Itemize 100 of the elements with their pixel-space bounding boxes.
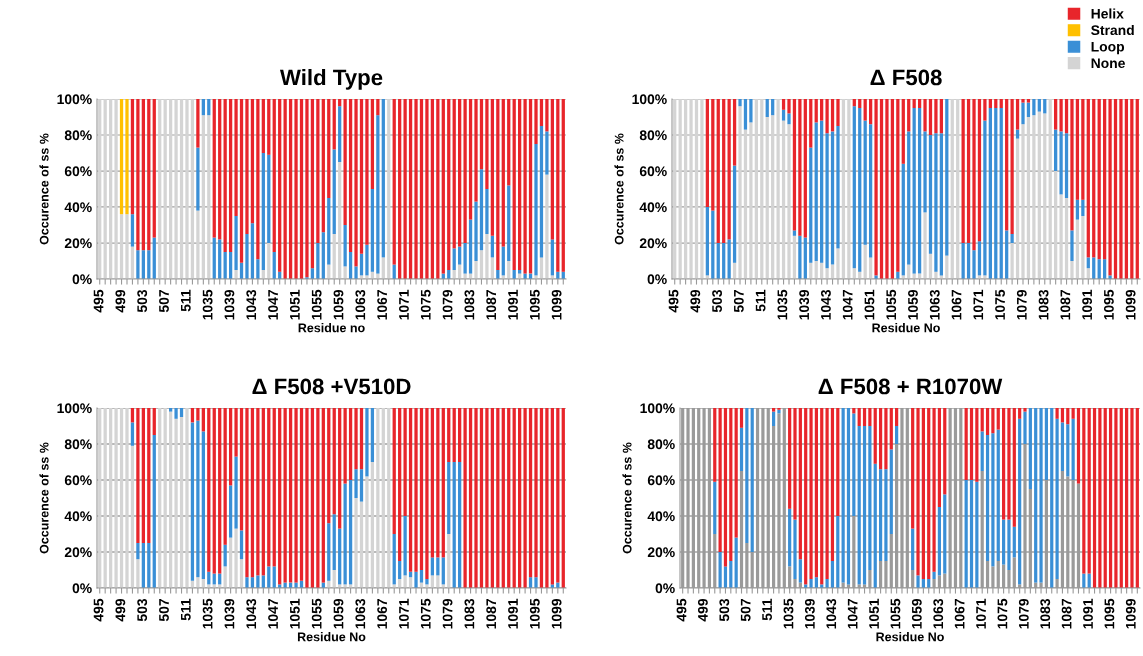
x-tick-label: 1083 (1038, 289, 1049, 320)
y-tick-label: 40% (639, 202, 667, 213)
x-tick-label: 1063 (355, 598, 366, 629)
y-tick-label: 100% (632, 94, 667, 105)
y-axis-title: Occurence of ss % (622, 442, 632, 554)
x-tick-label: 1083 (464, 598, 475, 629)
x-tick-label: 1087 (1060, 290, 1071, 320)
y-tick-label: 80% (647, 439, 675, 450)
y-tick-label: 20% (639, 238, 667, 249)
y-tick-label: 60% (639, 166, 667, 177)
y-tick-label: 20% (64, 238, 92, 249)
x-tick-label: 1095 (529, 598, 540, 629)
chart-title: Δ F508 +V510D (252, 378, 411, 395)
x-tick-label: 1063 (933, 598, 944, 629)
x-tick-label: 1043 (820, 289, 831, 320)
x-tick-label: 1099 (551, 289, 562, 320)
legend-label: Loop (1091, 41, 1125, 55)
y-tick-label: 20% (64, 547, 92, 558)
y-tick-label: 40% (64, 202, 92, 213)
x-tick-label: 1047 (842, 290, 853, 320)
x-tick-label: 1095 (1104, 598, 1115, 629)
x-tick-label: 495 (93, 598, 104, 622)
x-tick-label: 1039 (224, 598, 235, 629)
x-tick-label: 1063 (929, 289, 940, 320)
x-tick-label: 1035 (202, 289, 213, 320)
x-tick-label: 1067 (377, 290, 388, 320)
x-tick-label: 1059 (333, 289, 344, 320)
x-tick-label: 507 (740, 599, 751, 622)
x-tick-label: 1091 (508, 289, 518, 320)
y-tick-label: 20% (647, 547, 675, 558)
x-tick-label: 511 (181, 289, 191, 312)
x-tick-label: 1095 (529, 289, 540, 320)
x-tick-label: 1099 (1125, 598, 1136, 629)
x-tick-label: 495 (93, 289, 104, 313)
x-tick-label: 499 (690, 289, 701, 313)
x-tick-label: 1055 (886, 289, 897, 320)
y-tick-label: 100% (57, 94, 92, 105)
y-tick-label: 60% (64, 475, 92, 486)
y-tick-label: 80% (64, 439, 92, 450)
x-tick-label: 495 (676, 598, 687, 622)
y-tick-label: 0% (72, 274, 92, 285)
x-tick-label: 1075 (420, 598, 431, 629)
y-tick-label: 80% (64, 130, 92, 141)
x-tick-label: 499 (115, 289, 126, 313)
y-tick-label: 100% (640, 403, 675, 414)
x-tick-label: 1067 (954, 599, 965, 629)
x-tick-label: 1055 (311, 289, 322, 320)
y-tick-label: 80% (639, 130, 667, 141)
x-tick-label: 1067 (377, 599, 388, 629)
x-tick-label: 1043 (826, 598, 837, 629)
x-tick-label: 1083 (1040, 598, 1051, 629)
y-tick-label: 0% (647, 274, 667, 285)
x-tick-label: 1063 (355, 289, 366, 320)
x-tick-label: 1039 (799, 289, 810, 320)
x-tick-label: 1067 (951, 290, 962, 320)
x-tick-label: 1099 (551, 598, 562, 629)
x-tick-label: 1079 (442, 289, 453, 320)
x-tick-label: 1091 (508, 598, 518, 629)
x-tick-label: 1079 (442, 598, 453, 629)
x-tick-label: 1087 (486, 290, 497, 320)
x-tick-label: 1071 (399, 289, 409, 320)
x-tick-label: 1091 (1082, 289, 1093, 320)
x-axis-title: Residue no (298, 323, 365, 333)
x-tick-label: 1035 (202, 598, 213, 629)
x-tick-label: 1075 (997, 598, 1008, 629)
x-tick-label: 503 (137, 289, 148, 313)
y-tick-label: 40% (64, 511, 92, 522)
legend-label: Helix (1091, 8, 1124, 19)
x-tick-label: 1039 (224, 289, 235, 320)
x-tick-label: 1035 (777, 289, 788, 320)
chart-title: Δ F508 + R1070W (818, 378, 1003, 395)
y-tick-label: 0% (72, 583, 92, 594)
x-tick-label: 503 (712, 289, 722, 313)
y-tick-label: 60% (647, 475, 675, 486)
x-axis-title: Residue No (876, 632, 944, 642)
x-tick-label: 1087 (1061, 599, 1072, 629)
x-tick-label: 1079 (1018, 598, 1029, 629)
x-tick-label: 1055 (890, 598, 901, 629)
x-tick-label: 1071 (399, 598, 409, 629)
x-tick-label: 1047 (847, 599, 858, 629)
x-tick-label: 499 (115, 598, 126, 622)
x-tick-label: 499 (697, 598, 708, 622)
x-tick-label: 507 (159, 290, 169, 313)
x-tick-label: 495 (668, 289, 679, 313)
y-axis-title: Occurence of ss % (39, 442, 49, 554)
x-tick-label: 1039 (804, 598, 815, 629)
legend-label: Strand (1091, 24, 1134, 36)
x-tick-label: 1075 (995, 289, 1005, 320)
x-tick-label: 1095 (1103, 289, 1114, 320)
x-tick-label: 503 (137, 598, 148, 622)
x-tick-label: 507 (733, 290, 744, 313)
x-tick-label: 1047 (268, 599, 278, 629)
x-tick-label: 1059 (911, 598, 922, 629)
y-tick-label: 0% (655, 583, 675, 594)
x-tick-label: 1091 (1083, 598, 1093, 629)
legend-label: None (1091, 58, 1125, 69)
x-tick-label: 1083 (464, 289, 475, 320)
x-tick-label: 1075 (420, 289, 431, 320)
x-axis-title: Residue No (297, 632, 366, 642)
x-tick-label: 511 (181, 598, 191, 621)
